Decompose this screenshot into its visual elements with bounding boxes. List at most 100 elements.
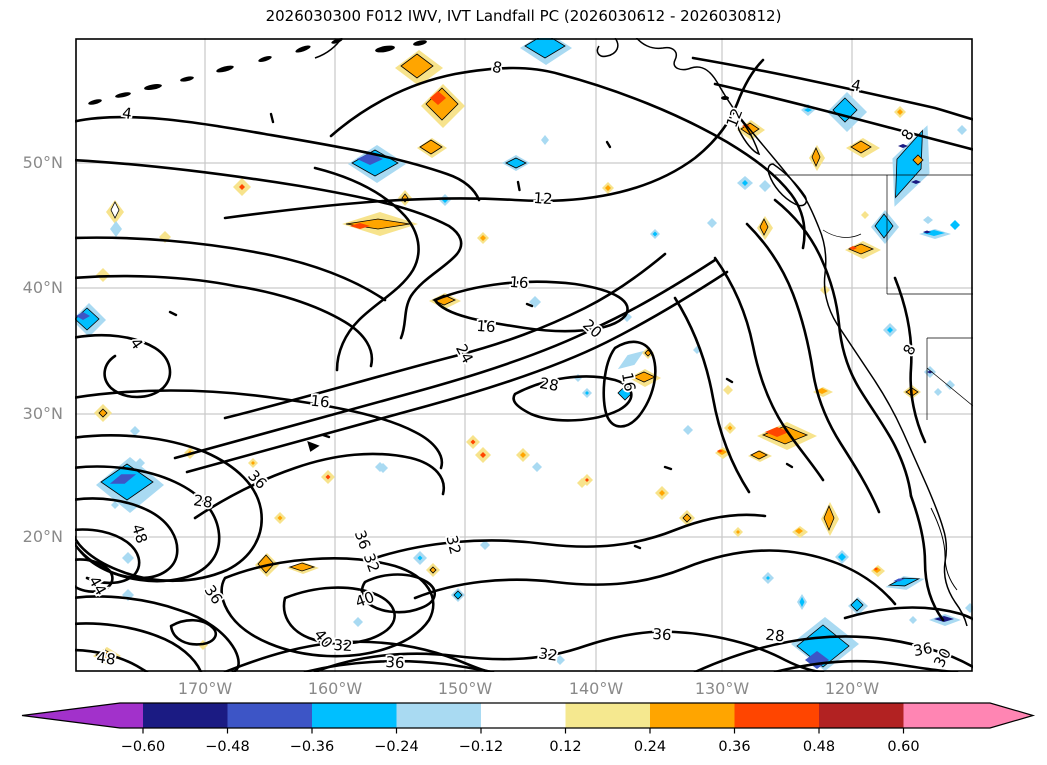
colorbar-segment xyxy=(650,703,735,728)
lon-tick-label: 150°W xyxy=(437,679,493,698)
iwv-contour-lines xyxy=(75,56,973,672)
contour-label: 16 xyxy=(310,392,331,412)
lat-tick-label: 20°N xyxy=(22,527,63,546)
anomaly-patch xyxy=(927,370,933,374)
colorbar-tick-label: −0.48 xyxy=(205,739,249,755)
colorbar-segment xyxy=(734,703,820,728)
anomaly-patch xyxy=(957,125,967,135)
anomaly-patch xyxy=(874,567,878,571)
lat-tick-label: 40°N xyxy=(22,278,63,297)
anomaly-patch xyxy=(804,108,812,112)
contour-label: 8 xyxy=(899,341,919,358)
anomaly-patch xyxy=(759,218,769,236)
anomaly-patch xyxy=(897,109,903,115)
contour-label: 16 xyxy=(476,317,496,336)
contour-label: 36 xyxy=(385,653,405,672)
anomaly-patch xyxy=(811,147,821,167)
colorbar-segment xyxy=(312,703,397,728)
state-borders xyxy=(775,174,973,420)
contour-label: 36 xyxy=(351,528,374,552)
anomaly-patch xyxy=(251,461,255,465)
colorbar-tick-label: 0.60 xyxy=(887,739,919,755)
anomaly-patch xyxy=(520,452,526,458)
anomaly-patch xyxy=(823,504,835,532)
anomaly-patch xyxy=(874,213,894,239)
colorbar-tick-label: 0.48 xyxy=(803,739,835,755)
anomaly-patch xyxy=(934,388,942,396)
contour-label: 20 xyxy=(579,316,605,342)
lon-tick-label: 130°W xyxy=(694,679,750,698)
contour-label: 12 xyxy=(533,189,553,208)
anomaly-patch xyxy=(923,216,933,224)
anomaly-patch xyxy=(795,528,803,534)
anomaly-patch xyxy=(480,235,486,241)
anomaly-patch xyxy=(429,566,437,574)
anomaly-patch xyxy=(110,221,122,237)
colorbar-segment xyxy=(227,703,313,728)
anomaly-patch xyxy=(799,597,805,607)
chart-title: 2026030300 F012 IWV, IVT Landfall PC (20… xyxy=(265,7,782,25)
anomaly-patch xyxy=(850,598,864,612)
colorbar-tick-label: −0.24 xyxy=(374,739,418,755)
anomaly-patch xyxy=(838,553,846,561)
anomaly-patch xyxy=(912,154,924,166)
colorbar-segment xyxy=(481,703,566,728)
lat-tick-label: 50°N xyxy=(22,153,63,172)
anomaly-patch xyxy=(76,312,90,320)
anomaly-patch xyxy=(617,350,645,370)
anomaly-patch xyxy=(934,616,954,622)
anomaly-patch xyxy=(532,462,542,472)
anomaly-patch xyxy=(400,53,434,79)
contour-label: 32 xyxy=(360,551,383,575)
anomaly-patch xyxy=(683,425,693,435)
anomaly-patch xyxy=(605,185,611,191)
anomaly-patch xyxy=(430,91,446,105)
contour-fragments xyxy=(168,112,794,550)
anomaly-patch xyxy=(135,458,145,468)
colorbar-segment xyxy=(565,703,651,728)
anomaly-patch xyxy=(130,426,140,436)
colorbar-segment xyxy=(143,703,228,728)
anomaly-patch xyxy=(257,554,275,574)
anomaly-patch xyxy=(727,425,733,431)
colorbar-tick-label: −0.36 xyxy=(290,739,334,755)
anomaly-patch xyxy=(759,180,771,192)
anomaly-patch xyxy=(849,246,857,250)
anomaly-patch xyxy=(909,616,917,624)
anomaly-patch xyxy=(850,140,872,154)
contour-label: 32 xyxy=(537,644,558,664)
anomaly-patch xyxy=(111,501,119,509)
anomaly-patch xyxy=(277,515,283,521)
colorbar-segment xyxy=(396,703,482,728)
anomaly-patch xyxy=(950,220,960,230)
anomaly-patch xyxy=(585,478,589,482)
anomaly-patch xyxy=(861,211,869,219)
contour-label: 8 xyxy=(491,58,504,78)
anomaly-patch xyxy=(945,380,955,390)
anomaly-patch xyxy=(505,157,527,169)
colorbar-tick-label: −0.60 xyxy=(121,739,165,755)
lon-tick-label: 170°W xyxy=(177,679,233,698)
contour-label: 4 xyxy=(121,104,133,123)
contour-label: 48 xyxy=(95,648,116,668)
anomaly-patch xyxy=(453,590,463,600)
anomaly-patch xyxy=(480,540,490,550)
anomaly-patch xyxy=(923,230,931,234)
anomaly-patch xyxy=(707,218,717,228)
colorbar-segment xyxy=(819,703,904,728)
anomaly-patch xyxy=(353,617,363,627)
anomaly-patch xyxy=(717,449,723,453)
anomaly-patch xyxy=(765,427,789,437)
colorbar-tick-label: 0.36 xyxy=(718,739,750,755)
anomaly-patch xyxy=(832,97,858,123)
anomaly-patch xyxy=(736,530,740,534)
anomaly-patch xyxy=(350,223,370,229)
anomaly-patch xyxy=(480,452,486,458)
ivt-anomaly-shading xyxy=(75,38,973,671)
anomaly-patch xyxy=(895,129,923,199)
anomaly-patch xyxy=(288,562,316,572)
contour-label: 44 xyxy=(85,573,110,599)
anomaly-patch xyxy=(470,439,476,445)
colorbar-under-arrow xyxy=(22,703,143,728)
anomaly-patch xyxy=(816,388,828,394)
